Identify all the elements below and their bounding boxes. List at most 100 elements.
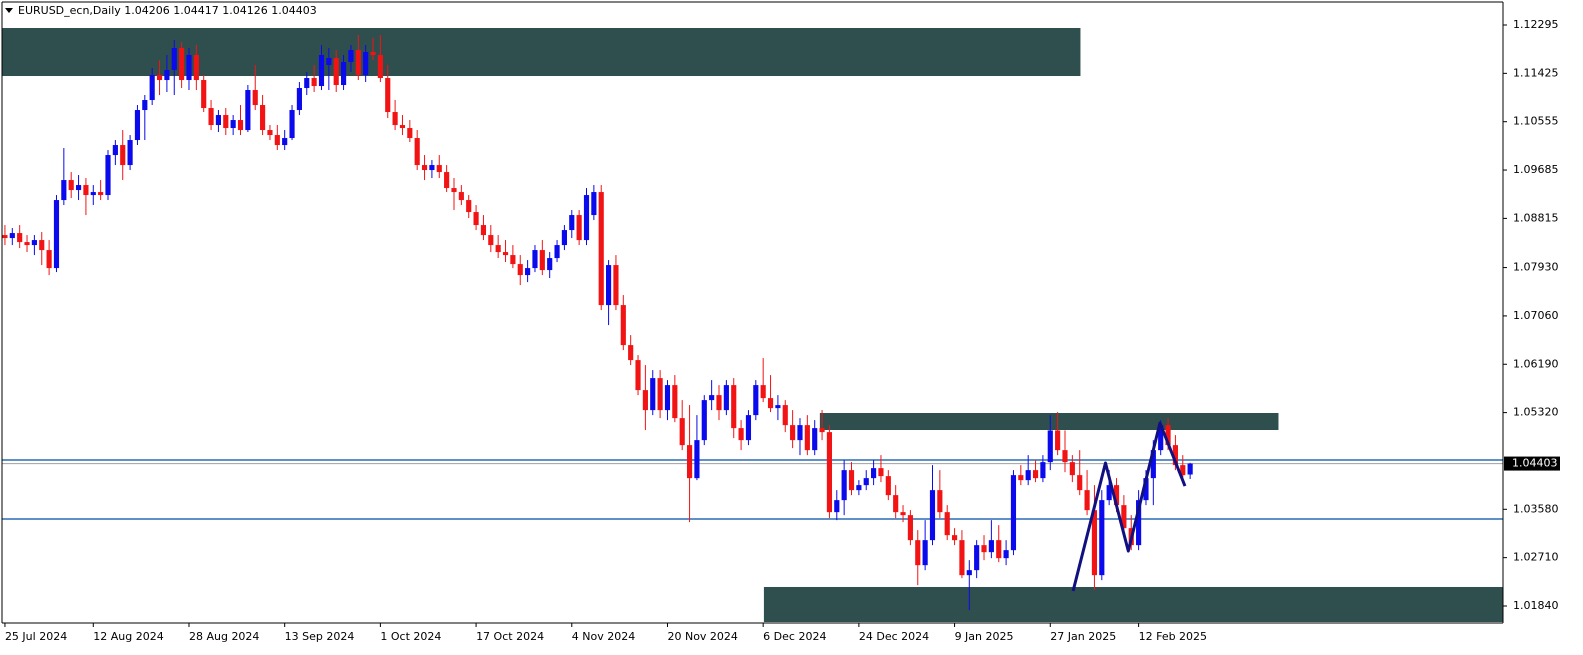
candle-body	[642, 390, 648, 411]
candle-body	[1025, 470, 1031, 481]
candle-body	[230, 120, 236, 129]
candle-body	[1136, 500, 1142, 546]
candle-body	[348, 50, 354, 63]
candle-body	[657, 378, 663, 411]
zone	[2, 28, 1081, 77]
candle-body	[24, 242, 30, 246]
candle-body	[61, 180, 67, 201]
candle-body	[731, 385, 737, 429]
candle-body	[112, 145, 118, 156]
y-tick-label: 1.05320	[1513, 406, 1559, 419]
x-tick-label: 13 Sep 2024	[285, 630, 355, 643]
x-tick-label: 24 Dec 2024	[859, 630, 929, 643]
candle-body	[701, 400, 707, 441]
x-tick-label: 4 Nov 2024	[572, 630, 635, 643]
x-tick-label: 12 Aug 2024	[93, 630, 163, 643]
candle-body	[296, 88, 302, 111]
candle-body	[672, 385, 678, 419]
candle-body	[539, 250, 545, 271]
y-tick-label: 1.01840	[1513, 599, 1559, 612]
candle-body	[326, 58, 332, 66]
candle-body	[120, 145, 126, 166]
y-tick-label: 1.08815	[1513, 211, 1559, 224]
candle-body	[318, 55, 325, 87]
candle-body	[171, 48, 177, 71]
candle-body	[775, 405, 781, 409]
plot-area	[2, 28, 1503, 622]
x-tick-label: 25 Jul 2024	[5, 630, 67, 643]
candle-body	[841, 470, 847, 501]
candle-body	[480, 225, 487, 236]
candle-body	[834, 500, 840, 513]
candle-body	[532, 250, 538, 269]
candle-body	[797, 425, 803, 441]
menu-triangle[interactable]	[5, 8, 13, 13]
candle-body	[1010, 475, 1017, 551]
candle-body	[179, 48, 185, 81]
candle-body	[1032, 470, 1039, 479]
candle-body	[885, 476, 891, 496]
candle-body	[105, 155, 111, 196]
candle-body	[2, 235, 8, 239]
candle-body	[1172, 445, 1178, 466]
candle-body	[988, 540, 994, 553]
candle-body	[304, 78, 310, 89]
candle-body	[9, 233, 15, 239]
candle-body	[1077, 475, 1083, 491]
candle-body	[1003, 550, 1009, 559]
candle-body	[407, 128, 413, 139]
candle-body	[1180, 465, 1186, 476]
y-tick-label: 1.03580	[1513, 502, 1559, 515]
candle-body	[981, 545, 987, 553]
price-tag-label: 1.04403	[1512, 457, 1558, 470]
candle-body	[473, 212, 479, 226]
candle-body	[1150, 450, 1156, 479]
candle-body	[738, 428, 744, 441]
candle-body	[142, 100, 148, 111]
candle-body	[790, 425, 796, 441]
candle-body	[517, 264, 523, 276]
candle-body	[17, 233, 23, 243]
candle-body	[414, 138, 420, 166]
candle-body	[893, 495, 899, 513]
candle-body	[907, 515, 913, 541]
x-tick-label: 27 Jan 2025	[1050, 630, 1116, 643]
candle-body	[767, 398, 774, 409]
candle-body	[1187, 463, 1193, 475]
candle-body	[370, 52, 376, 56]
candle-body	[974, 545, 980, 571]
candle-body	[753, 385, 759, 416]
candle-body	[451, 188, 457, 193]
candle-body	[996, 540, 1002, 559]
candle-body	[333, 58, 339, 86]
candle-body	[959, 540, 965, 576]
candle-body	[495, 245, 501, 253]
candle-body	[1165, 425, 1171, 446]
candle-body	[274, 135, 280, 146]
candle-body	[68, 180, 74, 191]
candle-body	[53, 200, 60, 269]
candle-body	[664, 385, 671, 411]
candle-body	[525, 268, 531, 276]
candle-body	[650, 378, 656, 411]
x-tick-label: 20 Nov 2024	[667, 630, 737, 643]
y-tick-label: 1.12295	[1513, 18, 1559, 31]
candle-body	[966, 570, 972, 576]
price-tag	[1504, 456, 1560, 471]
candle-body	[237, 120, 244, 131]
candle-body	[1069, 462, 1075, 476]
candle-body	[289, 110, 295, 139]
candle-body	[134, 110, 141, 141]
candle-body	[83, 185, 89, 196]
candle-body	[502, 252, 509, 256]
zone	[819, 412, 1279, 431]
candle-body	[635, 360, 641, 391]
candle-body	[149, 75, 155, 101]
candle-body	[1113, 485, 1120, 506]
y-tick-label: 1.02710	[1513, 551, 1559, 564]
candle-body	[863, 478, 869, 486]
candle-body	[1121, 505, 1127, 529]
